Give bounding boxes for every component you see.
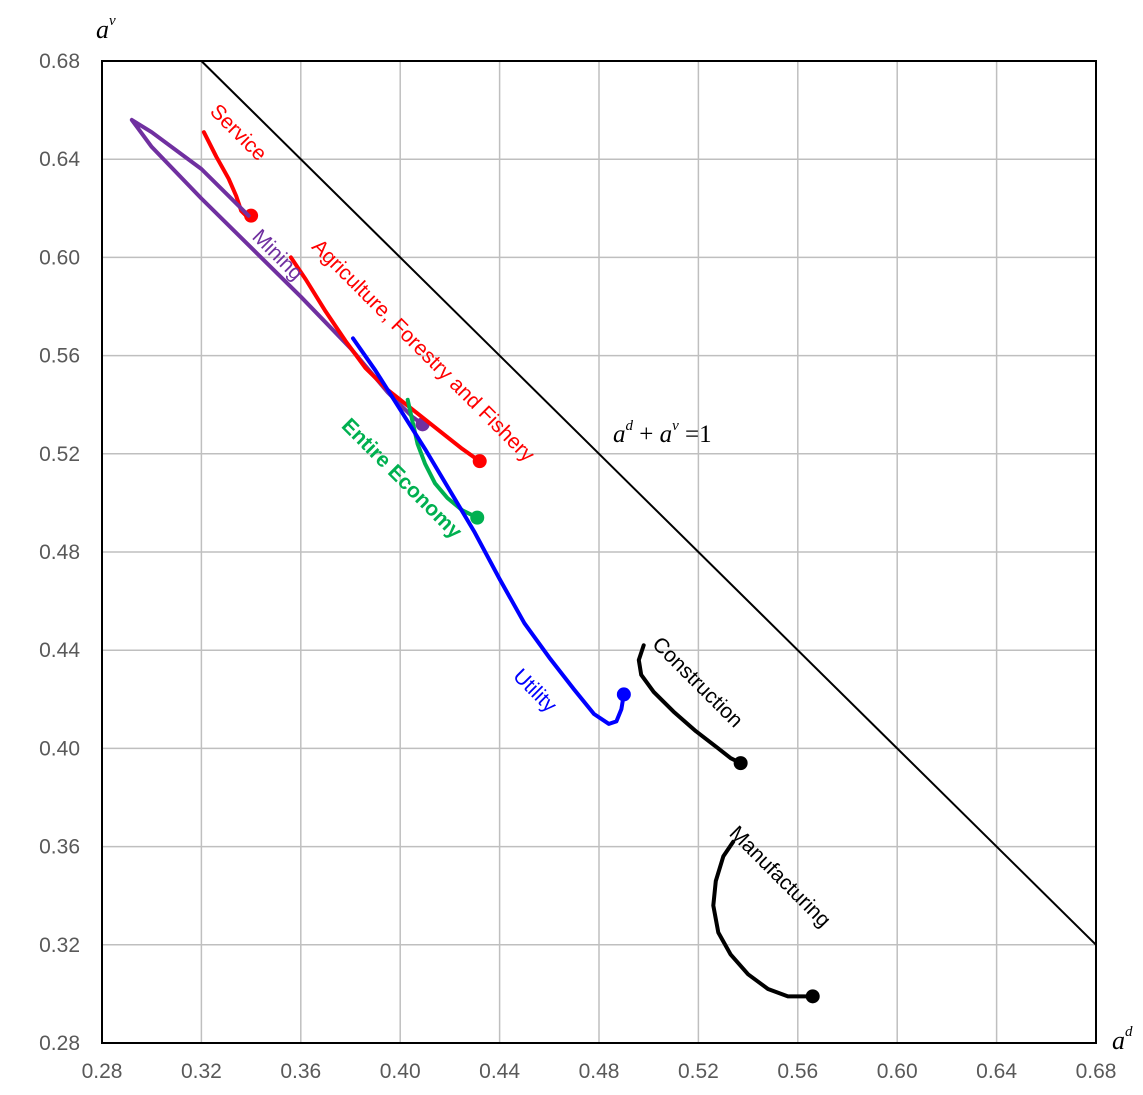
y-tick-label-7: 0.56 <box>39 345 80 368</box>
y-tick-label-4: 0.44 <box>39 639 80 662</box>
series-end-marker-manufacturing <box>805 989 820 1004</box>
y-tick-label-2: 0.36 <box>39 836 80 859</box>
series-line-agriculture-forestry-and-fishery <box>288 255 482 464</box>
y-tick-label-10: 0.68 <box>39 50 80 73</box>
series-label-3: Entire Economy <box>337 414 467 544</box>
y-tick-label-5: 0.48 <box>39 541 80 564</box>
series-end-marker-agriculture-forestry-and-fishery <box>472 454 487 469</box>
y-tick-label-0: 0.28 <box>39 1032 80 1055</box>
series-group <box>129 117 820 1004</box>
chart-grid <box>101 60 1097 1044</box>
series-label-4: Utility <box>508 664 561 717</box>
plot-frame <box>101 60 1097 1044</box>
series-label-6: Manufacturing <box>725 822 835 932</box>
x-tick-label-0: 0.28 <box>82 1060 123 1083</box>
y-tick-label-1: 0.32 <box>39 934 80 957</box>
series-label-5: Construction <box>648 633 748 733</box>
reference-equation-label: ad + av =1 <box>613 418 712 448</box>
series-end-marker-entire-economy <box>470 510 485 525</box>
y-tick-label-8: 0.60 <box>39 246 80 269</box>
series-line-manufacturing <box>711 839 815 999</box>
reference-line-group <box>200 60 1097 946</box>
reference-line <box>200 60 1097 946</box>
x-tick-label-7: 0.56 <box>777 1060 818 1083</box>
x-tick-label-8: 0.60 <box>877 1060 918 1083</box>
series-end-marker-utility <box>616 687 631 702</box>
y-tick-label-6: 0.52 <box>39 443 80 466</box>
x-axis-label: ad <box>1112 1024 1133 1055</box>
x-tick-label-10: 0.68 <box>1076 1060 1117 1083</box>
x-tick-label-5: 0.48 <box>579 1060 620 1083</box>
y-tick-label-9: 0.64 <box>39 148 80 171</box>
tick-labels: 0.28 0.32 0.36 0.40 0.44 0.48 0.52 0.56 0.60 0.64… <box>39 50 1116 1083</box>
x-tick-label-9: 0.64 <box>976 1060 1017 1083</box>
y-tick-label-3: 0.40 <box>39 737 80 760</box>
x-tick-label-6: 0.52 <box>678 1060 719 1083</box>
series-end-marker-construction <box>733 756 748 771</box>
y-axis-label: av <box>96 13 116 44</box>
series-line-construction <box>636 643 743 766</box>
x-tick-label-1: 0.32 <box>181 1060 222 1083</box>
series-line-utility <box>351 336 626 726</box>
x-tick-label-4: 0.44 <box>479 1060 520 1083</box>
x-tick-label-3: 0.40 <box>380 1060 421 1083</box>
x-tick-label-2: 0.36 <box>280 1060 321 1083</box>
